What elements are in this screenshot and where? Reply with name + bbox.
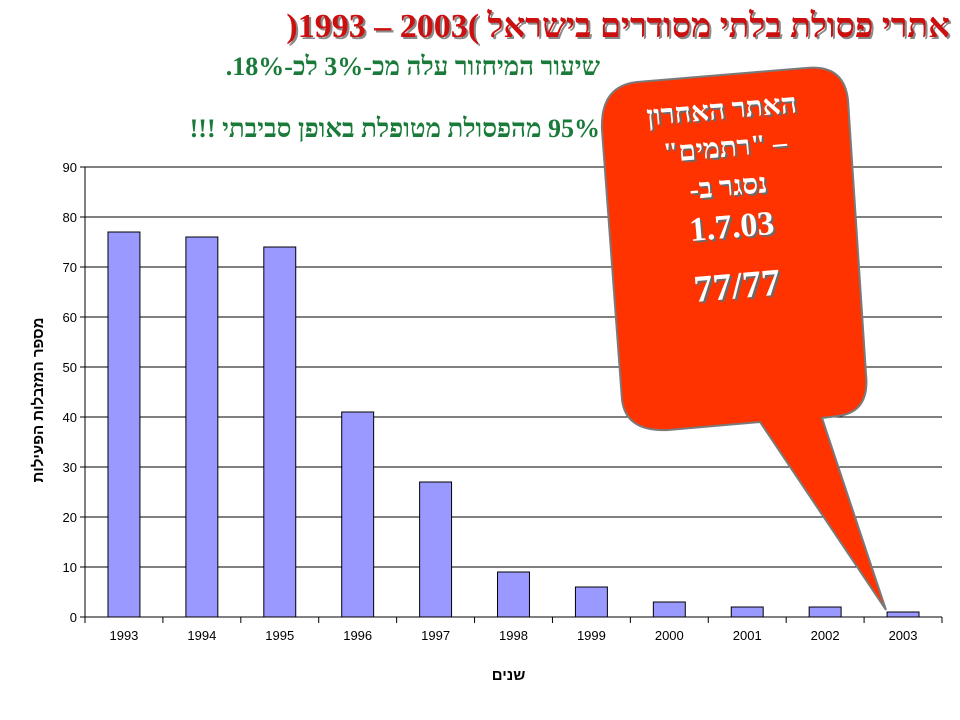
y-tick-label: 40 (63, 410, 77, 425)
recycling-rate-text: שיעור המיחזור עלה מכ-3% לכ-18%. (225, 52, 600, 81)
x-tick-label: 1997 (421, 628, 450, 643)
bar-1997 (419, 481, 453, 618)
x-tick-label: 1993 (109, 628, 138, 643)
x-tick-label: 2002 (811, 628, 840, 643)
y-tick-label: 80 (63, 210, 77, 225)
callout-bubble-shape (600, 66, 887, 611)
y-tick-label: 0 (70, 610, 77, 625)
slide-title: אתרי פסולת בלתי מסודרים בישראל )2003 – 1… (286, 8, 950, 45)
y-axis-label: מספר המזבלות הפעילות (30, 318, 47, 483)
x-tick-label: 1994 (187, 628, 216, 643)
y-tick-label: 10 (63, 560, 77, 575)
x-tick-label: 2003 (889, 628, 918, 643)
x-tick-label: 1999 (577, 628, 606, 643)
y-tick-label: 90 (63, 160, 77, 175)
bar-1995 (263, 246, 297, 618)
x-tick-label: 2001 (733, 628, 762, 643)
chart-axes (80, 166, 943, 623)
chart-bars (107, 231, 920, 618)
y-tick-label: 20 (63, 510, 77, 525)
x-tick-label: 1998 (499, 628, 528, 643)
y-tick-label: 70 (63, 260, 77, 275)
bar-1998 (497, 571, 530, 618)
y-tick-labels: 0 10 20 30 40 50 60 70 80 90 (63, 160, 77, 625)
callout-text: האתר האחרון – "רתמים" נסגר ב- 1.7.03 77/… (590, 81, 868, 323)
x-tick-label: 2000 (655, 628, 684, 643)
bar-1999 (574, 586, 608, 618)
x-tick-label: 1995 (265, 628, 294, 643)
x-tick-label: 1996 (343, 628, 372, 643)
y-tick-label: 50 (63, 360, 77, 375)
y-tick-label: 30 (63, 460, 77, 475)
bar-1993 (107, 231, 141, 618)
bar-1996 (341, 411, 375, 618)
x-axis-label: שנים (492, 667, 526, 684)
environmental-treatment-text: 95% מהפסולת מטופלת באופן סביבתי !!! (189, 114, 600, 143)
y-tick-label: 60 (63, 310, 77, 325)
bar-1994 (185, 236, 219, 618)
x-tick-labels: 1993 1994 1995 1996 1997 1998 1999 2000 2001 2002… (109, 628, 917, 643)
